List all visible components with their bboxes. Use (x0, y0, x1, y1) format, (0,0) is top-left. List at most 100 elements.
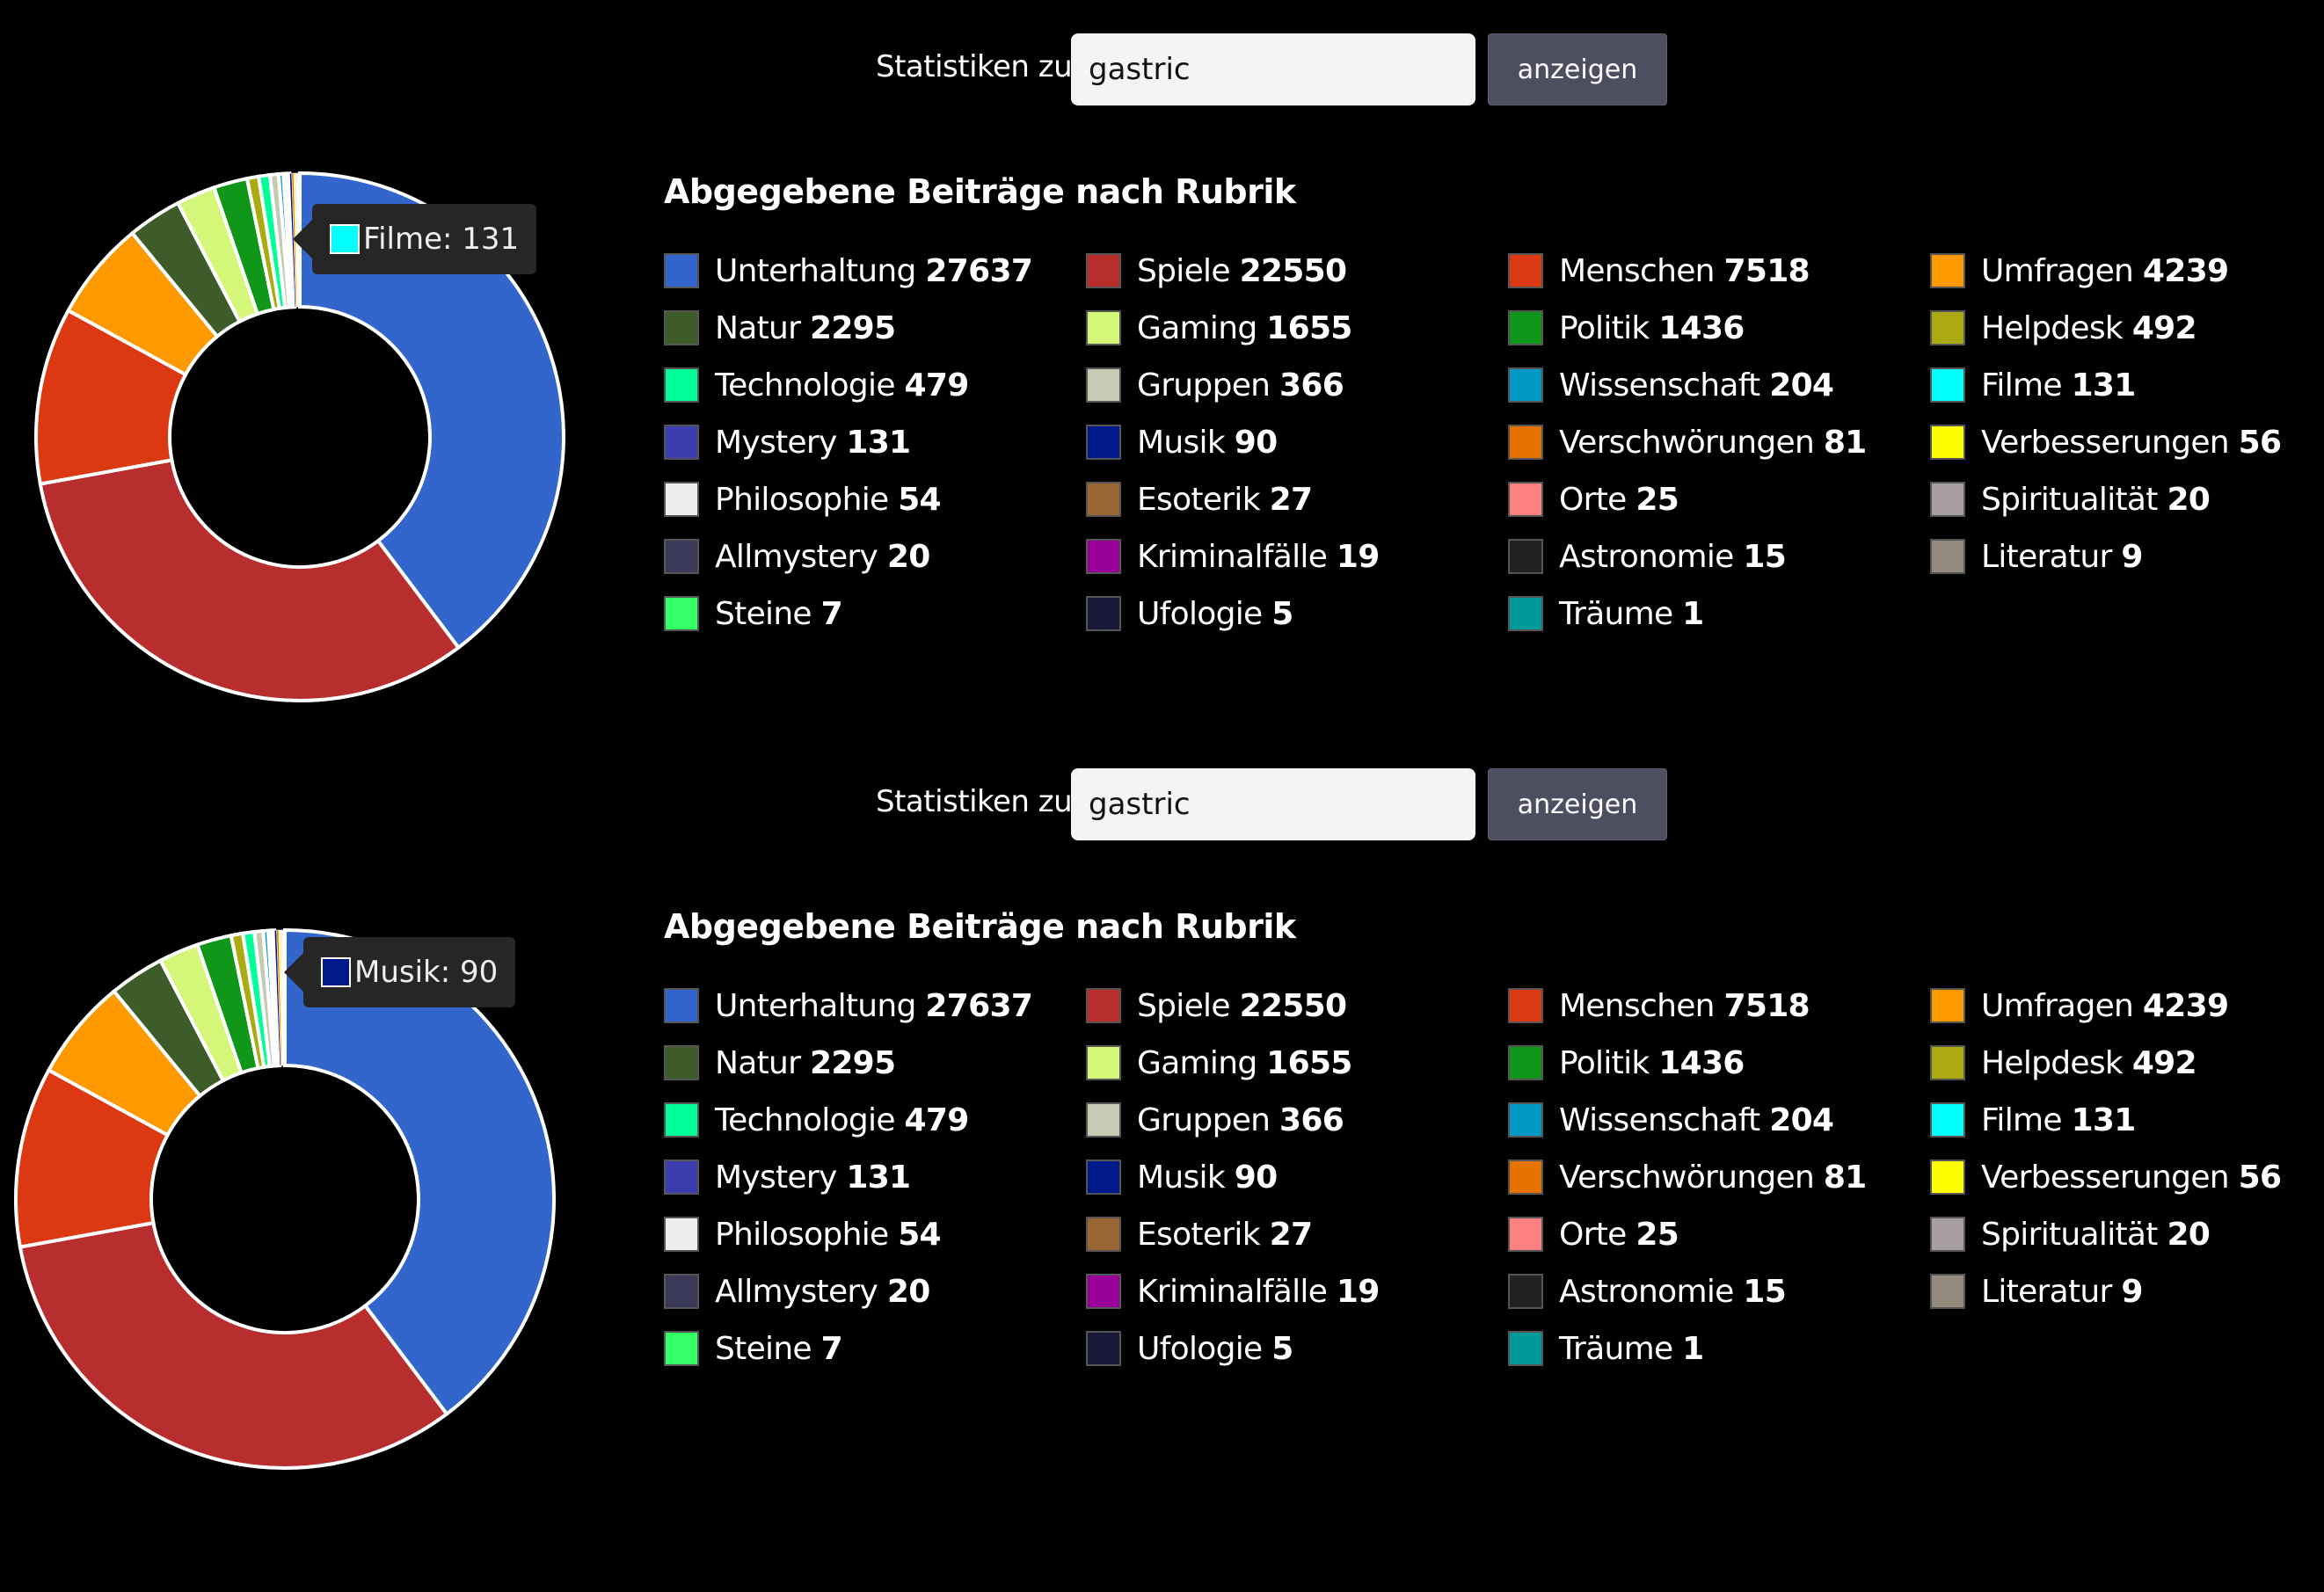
legend-item-technologie[interactable]: Technologie 479 (664, 360, 969, 410)
legend-text: Verschwörungen 81 (1559, 425, 1867, 461)
legend-item-menschen[interactable]: Menschen 7518 (1508, 981, 1810, 1030)
legend-item-esoterik[interactable]: Esoterik 27 (1086, 1210, 1313, 1259)
legend-item-mystery[interactable]: Mystery 131 (664, 418, 911, 467)
legend-text: Menschen 7518 (1559, 253, 1810, 289)
legend-item-traume[interactable]: Träume 1 (1508, 589, 1704, 638)
legend-swatch (664, 482, 699, 517)
legend-item-technologie[interactable]: Technologie 479 (664, 1095, 969, 1145)
legend-item-philosophie[interactable]: Philosophie 54 (664, 475, 942, 524)
legend-count: 7 (820, 1330, 843, 1367)
legend-item-filme[interactable]: Filme 131 (1930, 360, 2136, 410)
legend-item-orte[interactable]: Orte 25 (1508, 475, 1679, 524)
donut-chart[interactable] (0, 0, 616, 730)
legend-swatch (664, 1159, 699, 1195)
legend-item-filme[interactable]: Filme 131 (1930, 1095, 2136, 1145)
slice-menschen[interactable] (34, 308, 188, 486)
legend-text: Ufologie 5 (1137, 1331, 1293, 1367)
legend-item-esoterik[interactable]: Esoterik 27 (1086, 475, 1313, 524)
legend-swatch (1086, 1102, 1121, 1138)
legend-text: Astronomie 15 (1559, 539, 1787, 575)
legend-label: Umfragen (1981, 987, 2143, 1024)
legend-text: Technologie 479 (715, 1102, 969, 1138)
legend-swatch (1508, 367, 1543, 403)
legend-item-steine[interactable]: Steine 7 (664, 589, 843, 638)
legend-item-gruppen[interactable]: Gruppen 366 (1086, 1095, 1344, 1145)
legend-item-verschworungen[interactable]: Verschwörungen 81 (1508, 1152, 1867, 1202)
legend-item-gruppen[interactable]: Gruppen 366 (1086, 360, 1344, 410)
legend-item-unterhaltung[interactable]: Unterhaltung 27637 (664, 246, 1033, 295)
legend-item-verbesserungen[interactable]: Verbesserungen 56 (1930, 1152, 2282, 1202)
legend-item-helpdesk[interactable]: Helpdesk 492 (1930, 1038, 2197, 1087)
slice-spiele[interactable] (18, 1220, 449, 1470)
legend-item-natur[interactable]: Natur 2295 (664, 303, 896, 353)
legend-item-menschen[interactable]: Menschen 7518 (1508, 246, 1810, 295)
legend-item-astronomie[interactable]: Astronomie 15 (1508, 532, 1787, 581)
legend-count: 9 (2121, 1273, 2143, 1310)
legend-item-gaming[interactable]: Gaming 1655 (1086, 303, 1352, 353)
legend-item-spiritualitat[interactable]: Spiritualität 20 (1930, 475, 2211, 524)
legend-swatch (664, 1331, 699, 1366)
legend-text: Spiele 22550 (1137, 252, 1347, 289)
legend-text: Mystery 131 (715, 425, 911, 461)
show-button[interactable]: anzeigen (1488, 33, 1667, 105)
legend-item-literatur[interactable]: Literatur 9 (1930, 1267, 2143, 1316)
legend-item-musik[interactable]: Musik 90 (1086, 418, 1278, 467)
legend-item-politik[interactable]: Politik 1436 (1508, 1038, 1745, 1087)
legend-item-philosophie[interactable]: Philosophie 54 (664, 1210, 942, 1259)
legend-item-verschworungen[interactable]: Verschwörungen 81 (1508, 418, 1867, 467)
legend-count: 22550 (1239, 252, 1347, 289)
legend-item-helpdesk[interactable]: Helpdesk 492 (1930, 303, 2197, 353)
slice-spiele[interactable] (38, 458, 462, 702)
legend-count: 131 (2071, 1101, 2137, 1138)
legend-item-umfragen[interactable]: Umfragen 4239 (1930, 981, 2229, 1030)
legend-item-astronomie[interactable]: Astronomie 15 (1508, 1267, 1787, 1316)
search-input[interactable] (1071, 768, 1475, 840)
legend-item-allmystery[interactable]: Allmystery 20 (664, 532, 930, 581)
legend-item-ufologie[interactable]: Ufologie 5 (1086, 589, 1293, 638)
search-input[interactable] (1071, 33, 1475, 105)
legend-item-allmystery[interactable]: Allmystery 20 (664, 1267, 930, 1316)
legend-text: Gaming 1655 (1137, 310, 1352, 346)
section-heading: Abgegebene Beiträge nach Rubrik (664, 907, 1296, 946)
legend-item-literatur[interactable]: Literatur 9 (1930, 532, 2143, 581)
show-button[interactable]: anzeigen (1488, 768, 1667, 840)
search-label: Statistiken zu (876, 784, 1073, 819)
legend-item-verbesserungen[interactable]: Verbesserungen 56 (1930, 418, 2282, 467)
legend-item-musik[interactable]: Musik 90 (1086, 1152, 1278, 1202)
legend-swatch (1930, 425, 1965, 460)
legend-count: 56 (2238, 1159, 2282, 1196)
legend-text: Politik 1436 (1559, 1045, 1745, 1081)
legend-item-orte[interactable]: Orte 25 (1508, 1210, 1679, 1259)
legend-label: Philosophie (715, 481, 899, 518)
legend-text: Orte 25 (1559, 482, 1679, 518)
legend-item-wissenschaft[interactable]: Wissenschaft 204 (1508, 360, 1834, 410)
legend-count: 7518 (1723, 252, 1810, 289)
legend-item-mystery[interactable]: Mystery 131 (664, 1152, 911, 1202)
legend-item-wissenschaft[interactable]: Wissenschaft 204 (1508, 1095, 1834, 1145)
legend-item-traume[interactable]: Träume 1 (1508, 1324, 1704, 1373)
legend-text: Esoterik 27 (1137, 1217, 1313, 1253)
chart-tooltip: Musik: 90 (283, 937, 516, 1007)
legend-item-spiele[interactable]: Spiele 22550 (1086, 981, 1347, 1030)
legend-item-umfragen[interactable]: Umfragen 4239 (1930, 246, 2229, 295)
donut-chart[interactable] (0, 735, 616, 1470)
legend-item-politik[interactable]: Politik 1436 (1508, 303, 1745, 353)
legend-item-spiritualitat[interactable]: Spiritualität 20 (1930, 1210, 2211, 1259)
legend-item-steine[interactable]: Steine 7 (664, 1324, 843, 1373)
legend-count: 81 (1823, 424, 1867, 461)
legend-label: Träume (1559, 1330, 1683, 1367)
legend-item-kriminalfalle[interactable]: Kriminalfälle 19 (1086, 532, 1380, 581)
legend-item-natur[interactable]: Natur 2295 (664, 1038, 896, 1087)
legend-text: Steine 7 (715, 1330, 843, 1367)
legend-item-unterhaltung[interactable]: Unterhaltung 27637 (664, 981, 1033, 1030)
legend-text: Orte 25 (1559, 1217, 1679, 1253)
legend-text: Politik 1436 (1559, 310, 1745, 346)
legend-swatch (1508, 596, 1543, 631)
legend-text: Umfragen 4239 (1981, 253, 2229, 289)
legend-item-spiele[interactable]: Spiele 22550 (1086, 246, 1347, 295)
legend-label: Helpdesk (1981, 1044, 2132, 1081)
legend-item-ufologie[interactable]: Ufologie 5 (1086, 1324, 1293, 1373)
legend-item-kriminalfalle[interactable]: Kriminalfälle 19 (1086, 1267, 1380, 1316)
legend-item-gaming[interactable]: Gaming 1655 (1086, 1038, 1352, 1087)
legend-label: Steine (715, 1330, 821, 1367)
